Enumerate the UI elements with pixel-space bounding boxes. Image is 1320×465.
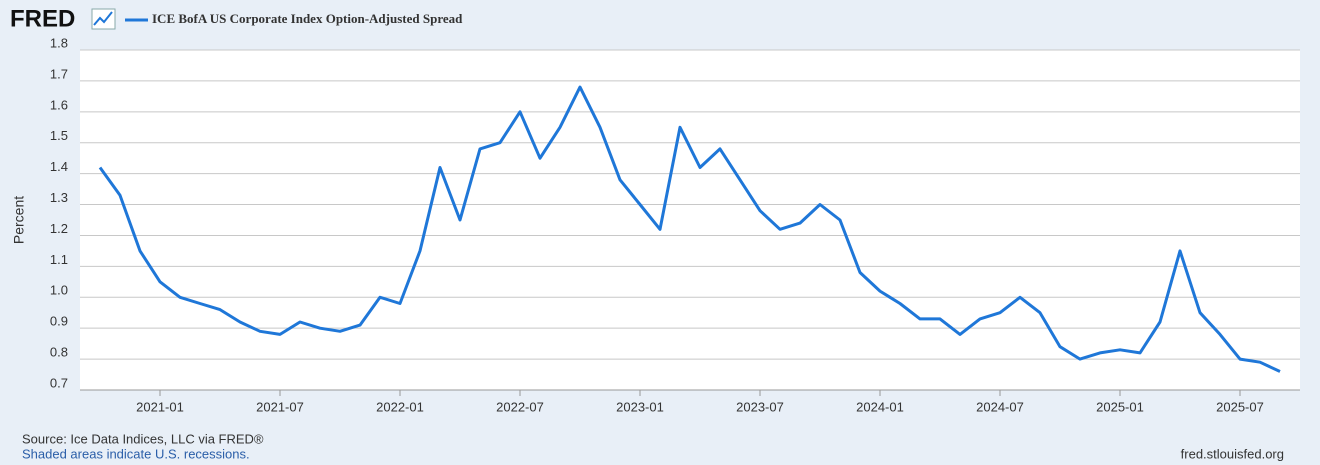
- y-axis-label: Percent: [11, 196, 27, 244]
- y-tick-label: 0.8: [50, 345, 68, 360]
- y-tick-label: 1.1: [50, 252, 68, 267]
- plot-area: [80, 50, 1300, 390]
- y-tick-label: 1.5: [50, 128, 68, 143]
- x-tick-label: 2022-01: [376, 399, 424, 414]
- recession-note: Shaded areas indicate U.S. recessions.: [22, 446, 250, 461]
- y-tick-label: 1.2: [50, 221, 68, 236]
- source: Source: Ice Data Indices, LLC via FRED®: [22, 431, 264, 446]
- logo: FRED: [10, 5, 75, 32]
- logo-icon: [91, 8, 116, 30]
- x-tick-label: 2023-07: [736, 399, 784, 414]
- y-tick-label: 0.7: [50, 375, 68, 390]
- y-tick-label: 1.8: [50, 35, 68, 50]
- x-tick-label: 2021-07: [256, 399, 304, 414]
- site: fred.stlouisfed.org: [1181, 446, 1284, 461]
- x-tick-label: 2023-01: [616, 399, 664, 414]
- y-tick-label: 0.9: [50, 314, 68, 329]
- y-tick-label: 1.4: [50, 159, 68, 174]
- legend-label: ICE BofA US Corporate Index Option-Adjus…: [152, 11, 463, 26]
- x-tick-label: 2024-07: [976, 399, 1024, 414]
- y-tick-label: 1.6: [50, 97, 68, 112]
- y-tick-label: 1.3: [50, 190, 68, 205]
- x-tick-label: 2024-01: [856, 399, 904, 414]
- x-tick-label: 2025-01: [1096, 399, 1144, 414]
- x-tick-label: 2021-01: [136, 399, 184, 414]
- y-tick-label: 1.0: [50, 283, 68, 298]
- y-tick-label: 1.7: [50, 66, 68, 81]
- x-tick-label: 2022-07: [496, 399, 544, 414]
- series-line: [98, 85, 1281, 373]
- x-tick-label: 2025-07: [1216, 399, 1264, 414]
